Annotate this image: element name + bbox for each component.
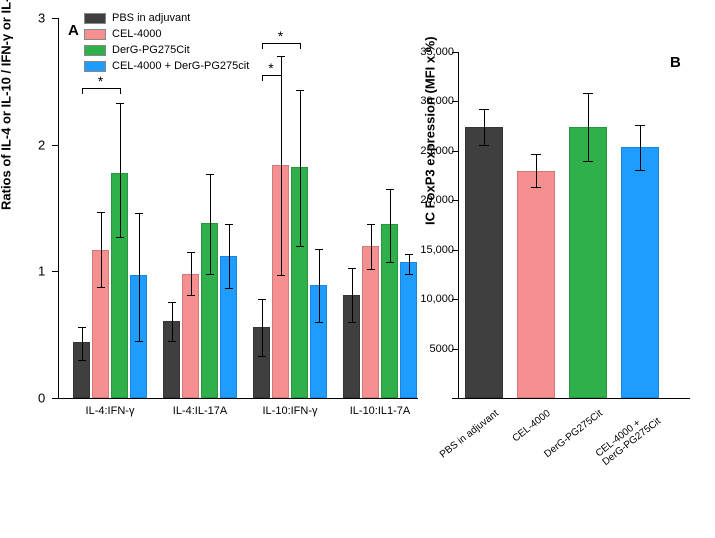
legend-label: CEL-4000 + DerG-PG275cit [112,60,249,72]
group-label-a: IL-10:IFN-γ [262,405,317,417]
bar-panel-a [400,262,417,398]
y-tick-label-b: 10,000 [418,293,454,305]
group-label-b: CEL-4000 +DerG-PG275Cit [594,408,663,468]
group-label-a: IL-10:IL1-7A [350,405,411,417]
y-tick-label-a: 3 [38,11,45,26]
legend-swatch [84,13,106,24]
legend-item: PBS in adjuvant [84,10,249,26]
panel-letter-b: B [670,54,681,71]
legend-item: CEL-4000 + DerG-PG275cit [84,58,249,74]
significance-mark: * [268,60,273,76]
legend: PBS in adjuvant CEL-4000 DerG-PG275Cit CEL-… [84,10,249,74]
y-tick-label-b: 5000 [418,343,454,355]
group-label-b: CEL-4000 [511,408,553,444]
panel-letter-a: A [68,22,79,39]
legend-swatch [84,61,106,72]
bar-panel-b [465,127,503,398]
bar-panel-b [621,147,659,398]
legend-item: CEL-4000 [84,26,249,42]
y-tick-label-b: 30,000 [418,95,454,107]
y-tick-label-a: 1 [38,264,45,279]
group-label-b: PBS in adjuvant [438,408,501,460]
bar-panel-b [569,127,607,398]
legend-swatch [84,45,106,56]
y-tick-label-b: 15,000 [418,244,454,256]
significance-mark: * [278,28,283,44]
y-tick-label-b: 35,000 [418,46,454,58]
significance-mark: * [98,73,103,89]
y-axis-label-a: Ratios of IL-4 or IL-10 / IFN-γ or IL-17… [0,0,14,210]
legend-swatch [84,29,106,40]
bar-panel-b [517,171,555,398]
group-label-a: IL-4:IFN-γ [86,405,135,417]
y-tick-label-b: 25,000 [418,145,454,157]
figure-root: PBS in adjuvant CEL-4000 DerG-PG275Cit CEL-… [0,0,715,538]
group-label-a: IL-4:IL-17A [173,405,227,417]
y-tick-label-a: 0 [38,391,45,406]
legend-label: DerG-PG275Cit [112,44,190,56]
legend-label: CEL-4000 [112,28,162,40]
legend-item: DerG-PG275Cit [84,42,249,58]
legend-label: PBS in adjuvant [112,12,190,24]
y-tick-label-b: 20,000 [418,194,454,206]
y-tick-label-a: 2 [38,137,45,152]
